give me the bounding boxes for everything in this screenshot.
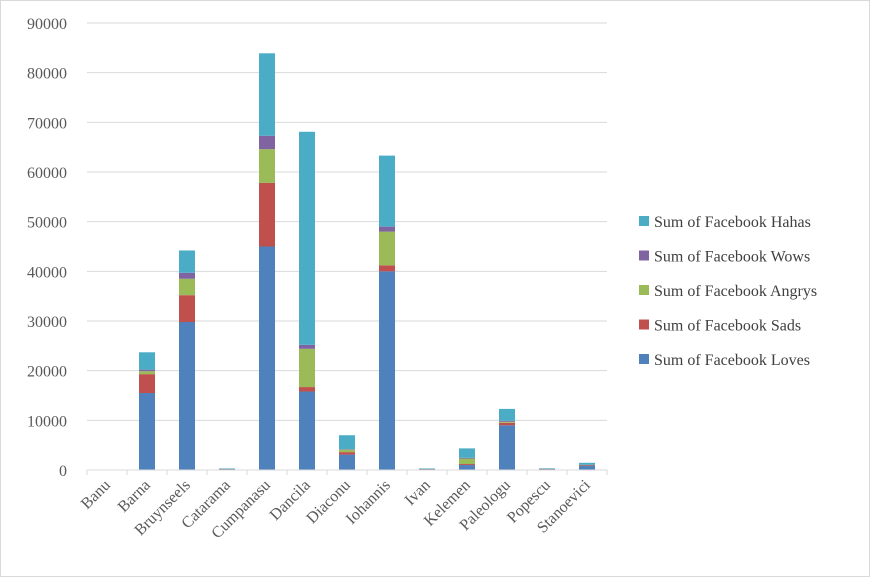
y-tick-label: 40000 (27, 264, 67, 281)
legend-label: Sum of Facebook Sads (654, 318, 801, 335)
y-axis-tick-labels: 0 10000 20000 30000 40000 50000 60000 70000 8000… (27, 16, 67, 480)
bar-segment (339, 454, 355, 470)
bar-segment (499, 425, 515, 470)
bar-segment (299, 131, 315, 345)
bar-segment (379, 226, 395, 232)
bar-segment (339, 449, 355, 450)
legend-swatch (639, 285, 649, 295)
bar-segment (579, 464, 595, 466)
bar-segment (459, 457, 475, 459)
bar-segment (259, 246, 275, 470)
legend: Sum of Facebook Hahas Sum of Facebook Wow… (639, 214, 817, 369)
bar-segment (259, 53, 275, 136)
bar-segment (459, 465, 475, 470)
x-axis (86, 469, 608, 475)
y-tick-label: 50000 (27, 215, 67, 232)
bars (139, 53, 595, 471)
y-tick-label: 20000 (27, 364, 67, 381)
bar-segment (579, 466, 595, 470)
gridlines (87, 22, 607, 421)
bar-segment (219, 468, 235, 470)
bar-segment (139, 371, 155, 375)
bar-segment (379, 265, 395, 272)
legend-swatch (639, 319, 649, 330)
bar-segment (539, 468, 555, 470)
bar-segment (459, 458, 475, 465)
bar-segment (339, 452, 355, 455)
x-tick-label: Iohannis (343, 477, 394, 528)
x-tick-label: Ivan (402, 477, 434, 509)
bar-segment (499, 408, 515, 421)
bar-segment (339, 449, 355, 453)
bar-segment (379, 231, 395, 266)
y-tick-label: 30000 (27, 314, 67, 331)
bar-segment (459, 448, 475, 458)
bar-segment (459, 464, 475, 466)
bar-segment (219, 468, 235, 469)
bar-segment (179, 278, 195, 296)
bar-segment (339, 435, 355, 450)
x-tick-label: Banu (78, 477, 114, 513)
x-axis-tick-labels: Banu BarnaBruynseelsCataramaCumpanasuDanc… (78, 476, 594, 542)
bar-segment (259, 149, 275, 183)
bar-segment (499, 422, 515, 426)
bar-segment (539, 468, 555, 469)
bar-segment (499, 420, 515, 422)
bar-segment (179, 295, 195, 322)
bar-segment (579, 465, 595, 467)
legend-label: Sum of Facebook Wows (654, 249, 810, 266)
bar-segment (179, 272, 195, 279)
y-tick-label: 90000 (27, 16, 67, 33)
bar-segment (299, 391, 315, 470)
bar-segment (299, 387, 315, 392)
bar-segment (139, 374, 155, 394)
y-tick-label: 70000 (27, 115, 67, 132)
bar-segment (139, 393, 155, 470)
bar-segment (259, 135, 275, 150)
bar-segment (139, 369, 155, 372)
bar-segment (419, 468, 435, 469)
legend-label: Sum of Facebook Loves (654, 352, 810, 369)
legend-swatch (639, 250, 649, 261)
bar-segment (299, 344, 315, 349)
legend-label: Sum of Facebook Hahas (654, 214, 811, 231)
bar-segment (579, 462, 595, 465)
y-tick-label: 60000 (27, 165, 67, 182)
bar-segment (379, 271, 395, 470)
legend-swatch (639, 216, 649, 226)
bar-segment (499, 421, 515, 423)
y-tick-label: 0 (59, 463, 67, 480)
bar-segment (179, 250, 195, 273)
bar-segment (179, 321, 195, 470)
bar-segment (379, 155, 395, 227)
y-tick-label: 10000 (27, 413, 67, 430)
legend-label: Sum of Facebook Angrys (654, 283, 817, 300)
y-tick-label: 80000 (27, 66, 67, 83)
bar-segment (419, 468, 435, 470)
bar-segment (299, 348, 315, 388)
bar-segment (139, 352, 155, 370)
legend-swatch (639, 354, 649, 364)
bar-segment (259, 182, 275, 247)
